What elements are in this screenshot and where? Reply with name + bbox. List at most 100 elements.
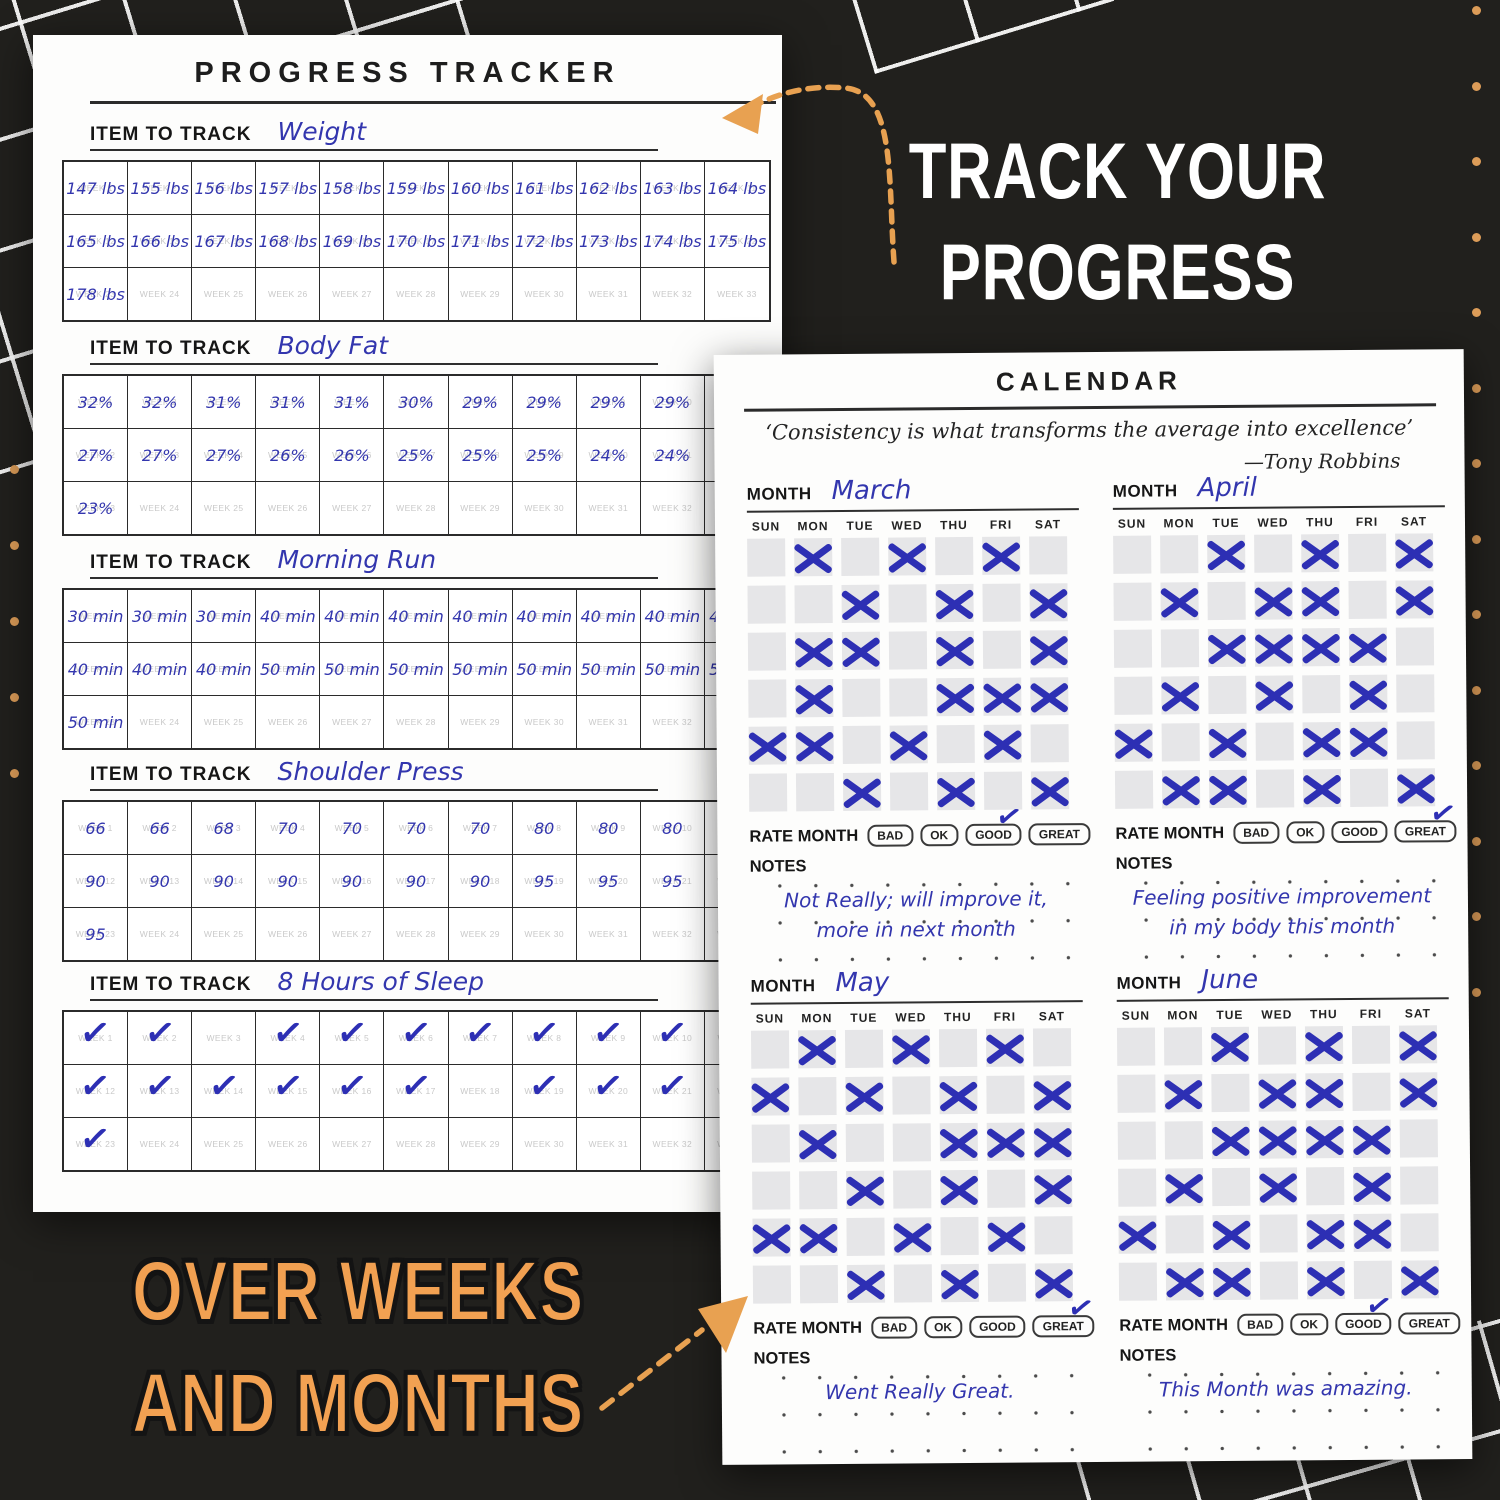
week-cell: WEEK 7 70 xyxy=(448,802,513,855)
day-cell xyxy=(1118,1215,1157,1254)
week-cell: WEEK 20 24% xyxy=(576,429,641,482)
week-cell: WEEK 12 40 min xyxy=(64,643,129,696)
day-cell xyxy=(940,1263,980,1303)
week-cell: WEEK 5 31% xyxy=(320,376,385,429)
week-cell: WEEK 32 xyxy=(641,1118,705,1170)
week-number-label: WEEK 5 xyxy=(334,823,370,833)
tracked-value: 40 min xyxy=(324,606,380,626)
week-cell: WEEK 32 xyxy=(641,482,705,534)
week-cell: WEEK 28 xyxy=(384,482,449,534)
week-number-label: WEEK 17 xyxy=(396,236,436,246)
week-cell: WEEK 29 xyxy=(449,268,513,320)
week-number-label: WEEK 17 xyxy=(396,450,436,460)
day-cell xyxy=(1395,627,1435,666)
day-cell xyxy=(1208,722,1247,762)
x-mark-icon xyxy=(1397,768,1435,806)
week-cell: WEEK 13 ✓ xyxy=(128,1063,193,1118)
day-cell xyxy=(985,1028,1025,1067)
week-number-label: WEEK 32 xyxy=(652,929,693,939)
day-cell xyxy=(1302,675,1341,714)
week-number-label: WEEK 31 xyxy=(588,289,629,299)
x-mark-icon xyxy=(1209,770,1247,808)
day-cell xyxy=(893,1264,933,1303)
day-cell xyxy=(846,1264,886,1303)
week-number-label: WEEK 7 xyxy=(462,183,498,193)
week-number-label: WEEK 30 xyxy=(524,717,564,727)
week-cell: WEEK 2 32% xyxy=(128,376,193,429)
day-cell xyxy=(940,1169,979,1209)
week-number-label: WEEK 19 xyxy=(524,664,564,674)
day-cell xyxy=(1029,536,1068,575)
tracked-value: 50 min xyxy=(388,659,444,679)
week-number-label: WEEK 26 xyxy=(267,503,308,513)
week-number-label: WEEK 16 xyxy=(332,236,372,246)
calendar-months: MONTH March SUN MON TUE WED THU FRI SAT RATE MONT… xyxy=(714,349,1464,1466)
tracked-value: 30 min xyxy=(67,606,124,626)
item-row: ITEM TO TRACK Weight xyxy=(90,117,658,151)
orange-dot xyxy=(10,541,19,550)
week-number-label: WEEK 8 xyxy=(526,1033,562,1043)
tracked-value: 66 xyxy=(85,818,106,838)
tracked-value: 70 xyxy=(277,818,298,838)
rate-month-row: RATE MONTH BAD OK GOOD ✓ GREAT xyxy=(749,798,1091,850)
item-row: ITEM TO TRACK Body Fat xyxy=(90,331,658,365)
rate-option-good: GOOD xyxy=(1331,820,1388,844)
x-mark-icon xyxy=(1255,628,1293,666)
week-cell: WEEK 8 29% xyxy=(512,376,577,429)
x-mark-icon xyxy=(935,584,973,622)
week-cell: WEEK 15 168 lbs xyxy=(256,215,321,268)
week-cell: WEEK 15 26% xyxy=(256,429,321,482)
week-cell: WEEK 5 40 min xyxy=(320,590,385,643)
week-number-label: WEEK 6 xyxy=(398,1033,434,1043)
week-number-label: WEEK 31 xyxy=(588,929,629,939)
week-cell: WEEK 4 40 min xyxy=(256,590,321,643)
week-cell: WEEK 18 171 lbs xyxy=(448,215,513,268)
day-cell xyxy=(1396,674,1435,713)
week-cell: WEEK 16 169 lbs xyxy=(320,215,385,268)
day-cell xyxy=(1161,770,1201,809)
week-cell: WEEK 23 ✓ xyxy=(64,1116,129,1170)
rate-option-good: GOOD xyxy=(968,1315,1026,1338)
day-header: MON xyxy=(1163,516,1195,531)
x-mark-icon xyxy=(1305,1026,1343,1064)
week-cell: WEEK 6 40 min xyxy=(384,590,449,643)
tracked-value: 25% xyxy=(526,445,562,465)
week-number-label: WEEK 13 xyxy=(139,664,180,674)
week-number-label: WEEK 13 xyxy=(139,450,180,460)
day-cell xyxy=(1259,1261,1299,1300)
rate-option-great: GREAT ✓ xyxy=(1394,795,1459,843)
day-cell xyxy=(1034,1216,1073,1255)
day-cell xyxy=(799,1265,839,1304)
week-number-label: WEEK 1 xyxy=(78,397,113,407)
week-cell: WEEK 3 xyxy=(192,1012,257,1065)
week-cell: WEEK 2 30 min xyxy=(128,590,193,643)
week-cell: WEEK 18 50 min xyxy=(448,643,513,696)
week-number-label: WEEK 18 xyxy=(460,450,500,460)
week-number-label: WEEK 1 xyxy=(78,611,113,621)
day-cell xyxy=(892,1076,931,1115)
tracked-value: 175 lbs xyxy=(707,231,767,251)
day-cell xyxy=(986,1122,1025,1161)
day-cell xyxy=(1207,534,1246,574)
item-to-track-label: ITEM TO TRACK xyxy=(90,974,252,995)
week-cell: WEEK 23 95 xyxy=(64,908,129,960)
x-mark-icon xyxy=(841,585,879,623)
week-cell: WEEK 4 70 xyxy=(256,802,321,855)
day-cell xyxy=(1301,581,1340,620)
tracked-item-name: Body Fat xyxy=(277,331,389,360)
day-cell xyxy=(1029,630,1069,669)
x-mark-icon xyxy=(1305,1073,1343,1111)
day-cell xyxy=(1030,724,1069,763)
week-cell: WEEK 25 xyxy=(192,908,257,960)
tracked-value: 80 xyxy=(662,818,683,838)
day-header: TUE xyxy=(1216,1007,1244,1023)
day-cell xyxy=(1212,1167,1251,1207)
tracked-value: 50 min xyxy=(452,659,508,679)
rate-option-bad: BAD xyxy=(1236,1313,1284,1336)
week-number-label: WEEK 14 xyxy=(203,450,244,460)
check-mark-icon: ✓ xyxy=(398,1063,434,1108)
week-number-label: WEEK 18 xyxy=(460,876,500,886)
day-cell xyxy=(982,536,1021,575)
title-rule xyxy=(744,403,1437,412)
week-cell: WEEK 23 178 lbs xyxy=(64,268,129,320)
